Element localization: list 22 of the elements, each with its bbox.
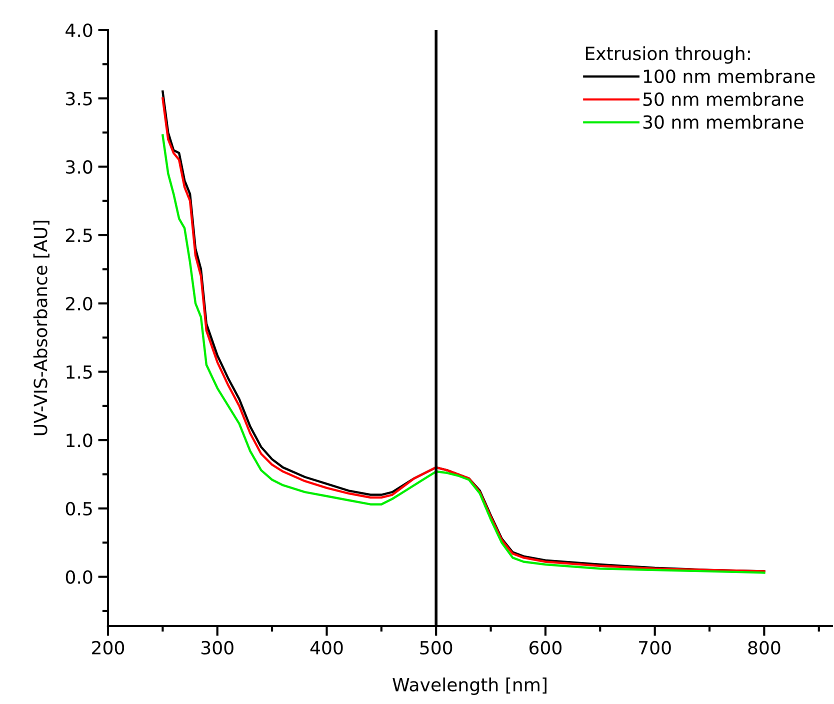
y-tick-label: 4.0 <box>66 23 92 38</box>
y-tick-label: 3.5 <box>66 92 92 106</box>
y-tick-label: 0.5 <box>66 502 92 516</box>
x-tick-label: 300 <box>202 640 234 655</box>
y-tick-label: 0.0 <box>66 570 92 584</box>
x-tick-label: 600 <box>529 640 562 655</box>
y-tick-label: 2.5 <box>66 228 92 242</box>
x-tick-label: 400 <box>310 640 343 655</box>
y-tick-label: 1.0 <box>66 434 92 448</box>
legend-label: 100 nm membrane <box>644 69 815 84</box>
x-tick-label: 200 <box>92 640 124 655</box>
x-tick-label: 500 <box>420 640 452 655</box>
y-tick-label: 3.0 <box>66 160 92 174</box>
x-tick-label: 700 <box>639 640 671 655</box>
legend-label: 30 nm membrane <box>643 114 804 129</box>
y-axis-title: UV-VIS-Absorbance [AU] <box>33 220 50 436</box>
x-axis-title: Wavelength [nm] <box>392 678 546 695</box>
legend-title: Extrusion through: <box>586 46 750 64</box>
y-tick-label: 1.5 <box>66 365 92 379</box>
legend-label: 50 nm membrane <box>643 92 804 106</box>
y-tick-label: 2.0 <box>66 296 92 311</box>
x-tick-label: 800 <box>748 640 780 655</box>
